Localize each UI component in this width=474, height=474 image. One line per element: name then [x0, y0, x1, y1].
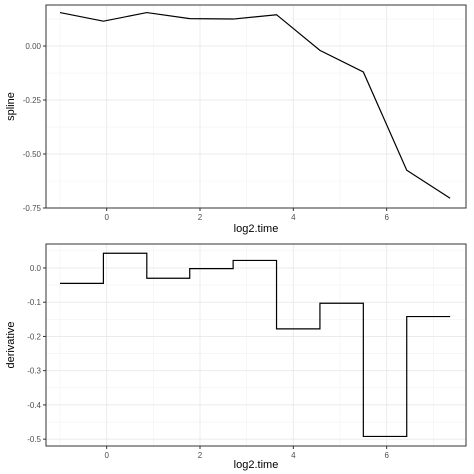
derivative-y-tick-label: 0.0 — [30, 264, 42, 273]
derivative-x-tick-label: 6 — [384, 451, 389, 460]
spline-x-tick-label: 4 — [291, 213, 296, 222]
derivative-y-tick-label: -0.1 — [27, 298, 41, 307]
spline-x-tick-label: 0 — [104, 213, 109, 222]
derivative-y-tick-label: -0.4 — [27, 401, 41, 410]
derivative-x-axis-title: log2.time — [234, 459, 279, 471]
spline-y-tick-label: -0.25 — [23, 96, 42, 105]
spline-y-tick-label: -0.75 — [23, 204, 42, 213]
derivative-y-axis-title: derivative — [5, 321, 17, 368]
spline-y-tick-label: -0.50 — [23, 150, 42, 159]
derivative-x-tick-label: 4 — [291, 451, 296, 460]
derivative-panel: 0 2 4 6 0.0 -0.1 -0.2 -0.3 -0.4 -0.5 log2.time deri… — [5, 243, 467, 471]
derivative-step-line — [60, 252, 451, 438]
derivative-y-tick-label: -0.5 — [27, 435, 41, 444]
spline-series-line — [59, 11, 451, 199]
spline-x-tick-label: 2 — [198, 213, 203, 222]
derivative-plot-background — [46, 244, 466, 446]
derivative-y-tick-label: -0.3 — [27, 367, 41, 376]
spline-x-axis-title: log2.time — [234, 223, 279, 235]
derivative-x-tick-label: 2 — [198, 451, 203, 460]
spline-panel: 0 2 4 6 0.00 -0.25 -0.50 -0.75 log2.time spline — [5, 4, 467, 235]
derivative-panel-border — [45, 243, 467, 447]
spline-y-tick-label: 0.00 — [25, 42, 41, 51]
derivative-y-tick-label: -0.2 — [27, 332, 41, 341]
derivative-x-tick-label: 0 — [104, 451, 109, 460]
spline-y-axis-title: spline — [5, 92, 17, 121]
spline-plot-background — [46, 5, 466, 208]
spline-panel-border — [45, 4, 467, 209]
spline-x-tick-label: 6 — [384, 213, 389, 222]
